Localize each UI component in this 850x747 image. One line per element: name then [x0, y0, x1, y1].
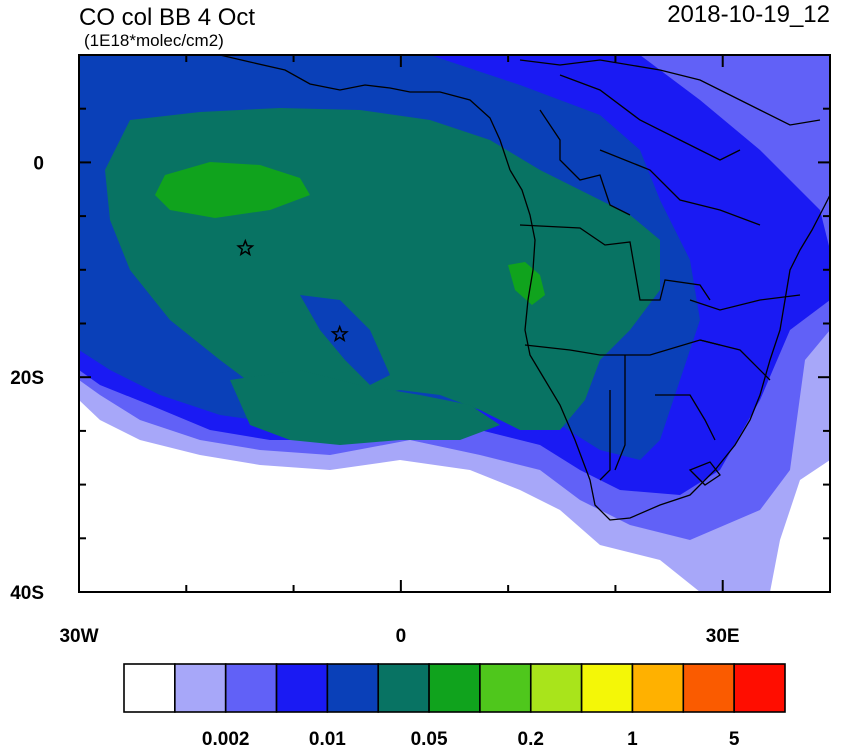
colorbar-box: [428, 663, 481, 713]
colorbar-box: [275, 663, 329, 713]
y-tick-label: 40S: [10, 583, 44, 604]
y-tick-label: 20S: [10, 368, 44, 389]
x-tick-label: 30W: [59, 626, 98, 647]
colorbar-box: [123, 663, 176, 713]
source-star-2: [330, 324, 349, 343]
x-tick-label: 30E: [706, 626, 740, 647]
colorbar-label: 0.002: [202, 729, 250, 747]
colorbar-box: [580, 663, 634, 713]
map-units: (1E18*molec/cm2): [84, 31, 224, 50]
colorbar-box: [174, 663, 227, 713]
colorbar-box: [479, 663, 532, 713]
colorbar: 0.002 0.01 0.05 0.2 1 5: [123, 663, 786, 747]
axes: 30W 0 30E 0 20S 40S: [10, 54, 831, 647]
co-concentration-field: [79, 55, 830, 592]
y-tick-label: 0: [33, 153, 44, 174]
colorbar-label: 0.01: [309, 729, 346, 747]
colorbar-box: [326, 663, 380, 713]
source-markers: [236, 238, 349, 343]
colorbar-label: 0.2: [518, 729, 544, 747]
colorbar-box: [682, 663, 735, 713]
coastlines: [219, 55, 830, 521]
colorbar-box: [529, 663, 583, 713]
map-timestamp: 2018-10-19_12: [667, 1, 830, 28]
source-star-1: [236, 238, 255, 257]
colorbar-box: [733, 663, 786, 713]
colorbar-label: 1: [627, 729, 638, 747]
colorbar-box: [631, 663, 685, 713]
map-title: CO col BB 4 Oct: [79, 4, 255, 31]
colorbar-label: 0.05: [411, 729, 448, 747]
colorbar-box: [377, 663, 430, 713]
x-tick-label: 0: [396, 626, 407, 647]
colorbar-label: 5: [729, 729, 740, 747]
colorbar-box: [224, 663, 278, 713]
